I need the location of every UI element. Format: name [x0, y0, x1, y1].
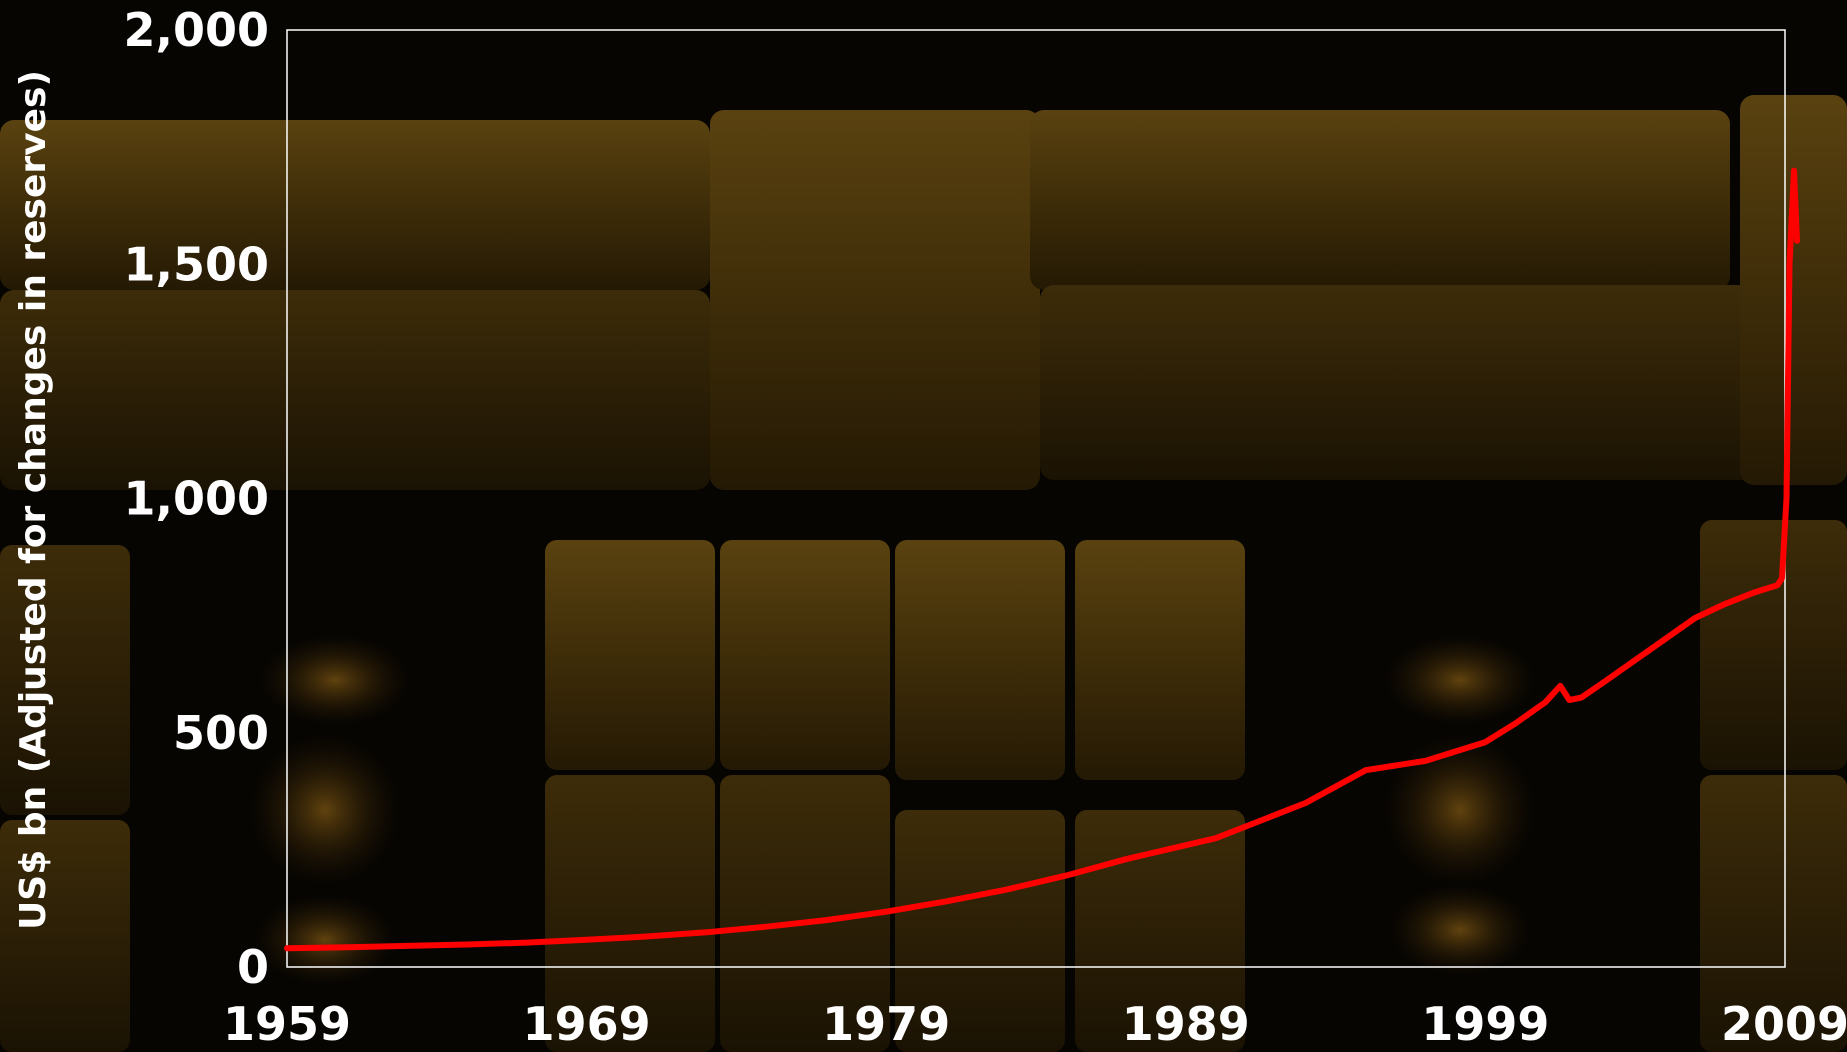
gold-coin-decoration — [255, 895, 395, 985]
gold-bar-decoration — [1075, 810, 1245, 1052]
x-tick-label: 1989 — [1122, 997, 1250, 1051]
x-tick-label: 1979 — [822, 997, 950, 1051]
y-axis-label: US$ bn (Adjusted for changes in reserves… — [13, 70, 54, 930]
y-tick-label: 500 — [173, 706, 269, 760]
gold-coin-decoration — [250, 735, 400, 885]
gold-bar-decoration — [710, 110, 1040, 490]
gold-bar-decoration — [545, 775, 715, 1052]
y-tick-label: 1,000 — [123, 472, 269, 526]
series-line — [284, 167, 1800, 952]
gold-coin-decoration — [1390, 885, 1530, 975]
gold-bar-decoration — [1700, 775, 1847, 1052]
gold-coin-decoration — [1385, 735, 1535, 885]
gold-bar-decoration — [0, 120, 710, 290]
y-tick-label: 2,000 — [123, 3, 269, 57]
gold-bar-decoration — [0, 290, 710, 490]
x-axis: 1959 1969 1979 1989 1999 2009 — [223, 997, 1847, 1051]
y-tick-label: 0 — [237, 940, 269, 994]
gold-bar-decoration — [545, 540, 715, 770]
gold-bar-decoration — [895, 810, 1065, 1052]
gold-bar-decoration — [1030, 110, 1730, 290]
gold-bar-decoration — [895, 540, 1065, 780]
gold-coin-decoration — [1385, 635, 1535, 725]
gold-bar-decoration — [720, 775, 890, 1052]
gold-bar-decoration — [0, 820, 130, 1052]
x-tick-label: 1999 — [1421, 997, 1549, 1051]
x-tick-label: 2009 — [1721, 997, 1847, 1051]
gold-bar-decoration — [1700, 520, 1847, 770]
gold-coin-decoration — [260, 635, 410, 725]
x-tick-label: 1969 — [523, 997, 651, 1051]
gold-bar-decoration — [1740, 95, 1847, 485]
gold-bar-decoration — [1075, 540, 1245, 780]
y-tick-label: 1,500 — [123, 237, 269, 291]
gold-bar-decoration — [720, 540, 890, 770]
gold-bar-decoration — [0, 545, 130, 815]
series-layer — [284, 167, 1800, 952]
y-axis: 0 500 1,000 1,500 2,000 — [123, 3, 269, 994]
x-tick-label: 1959 — [223, 997, 351, 1051]
gold-bar-decoration — [1040, 285, 1800, 480]
